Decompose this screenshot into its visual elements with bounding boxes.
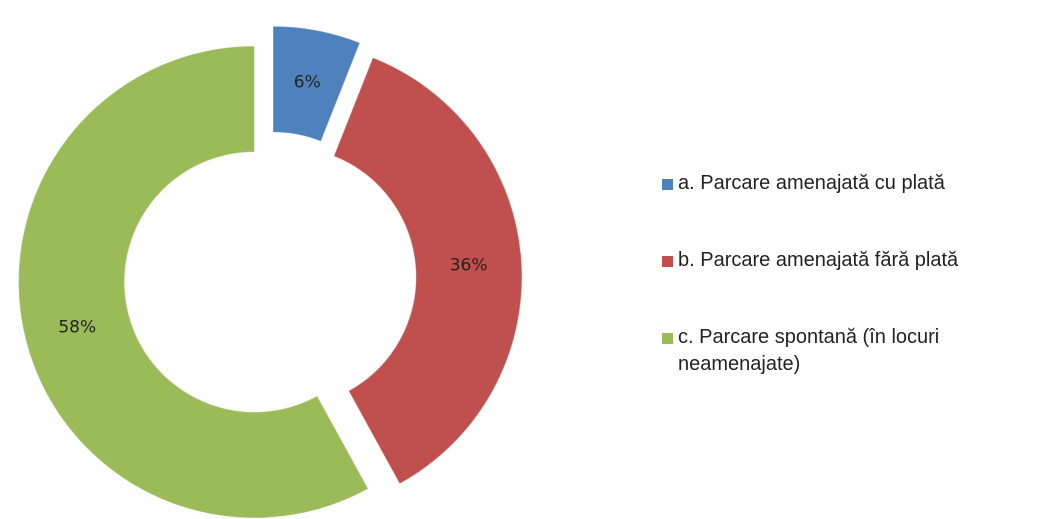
legend-label: c. Parcare spontană (în locuri neamenaja… — [678, 326, 940, 375]
legend-label: b. Parcare amenajată fără plată — [678, 249, 959, 271]
legend-swatch — [662, 256, 673, 267]
legend-swatch — [662, 333, 673, 344]
donut-slice — [272, 25, 361, 143]
data-label: 6% — [294, 73, 321, 93]
legend-swatch — [662, 179, 673, 190]
legend: a. Parcare amenajată cu plată b. Parcare … — [662, 170, 1022, 428]
donut-slice — [333, 56, 523, 485]
data-label: 58% — [58, 317, 96, 337]
legend-label: a. Parcare amenajată cu plată — [678, 172, 945, 194]
legend-item: c. Parcare spontană (în locuri neamenaja… — [662, 324, 1018, 378]
legend-item: a. Parcare amenajată cu plată — [662, 170, 1018, 197]
legend-item: b. Parcare amenajată fără plată — [662, 247, 1018, 274]
data-label: 36% — [450, 256, 488, 276]
donut-slice — [18, 45, 369, 519]
